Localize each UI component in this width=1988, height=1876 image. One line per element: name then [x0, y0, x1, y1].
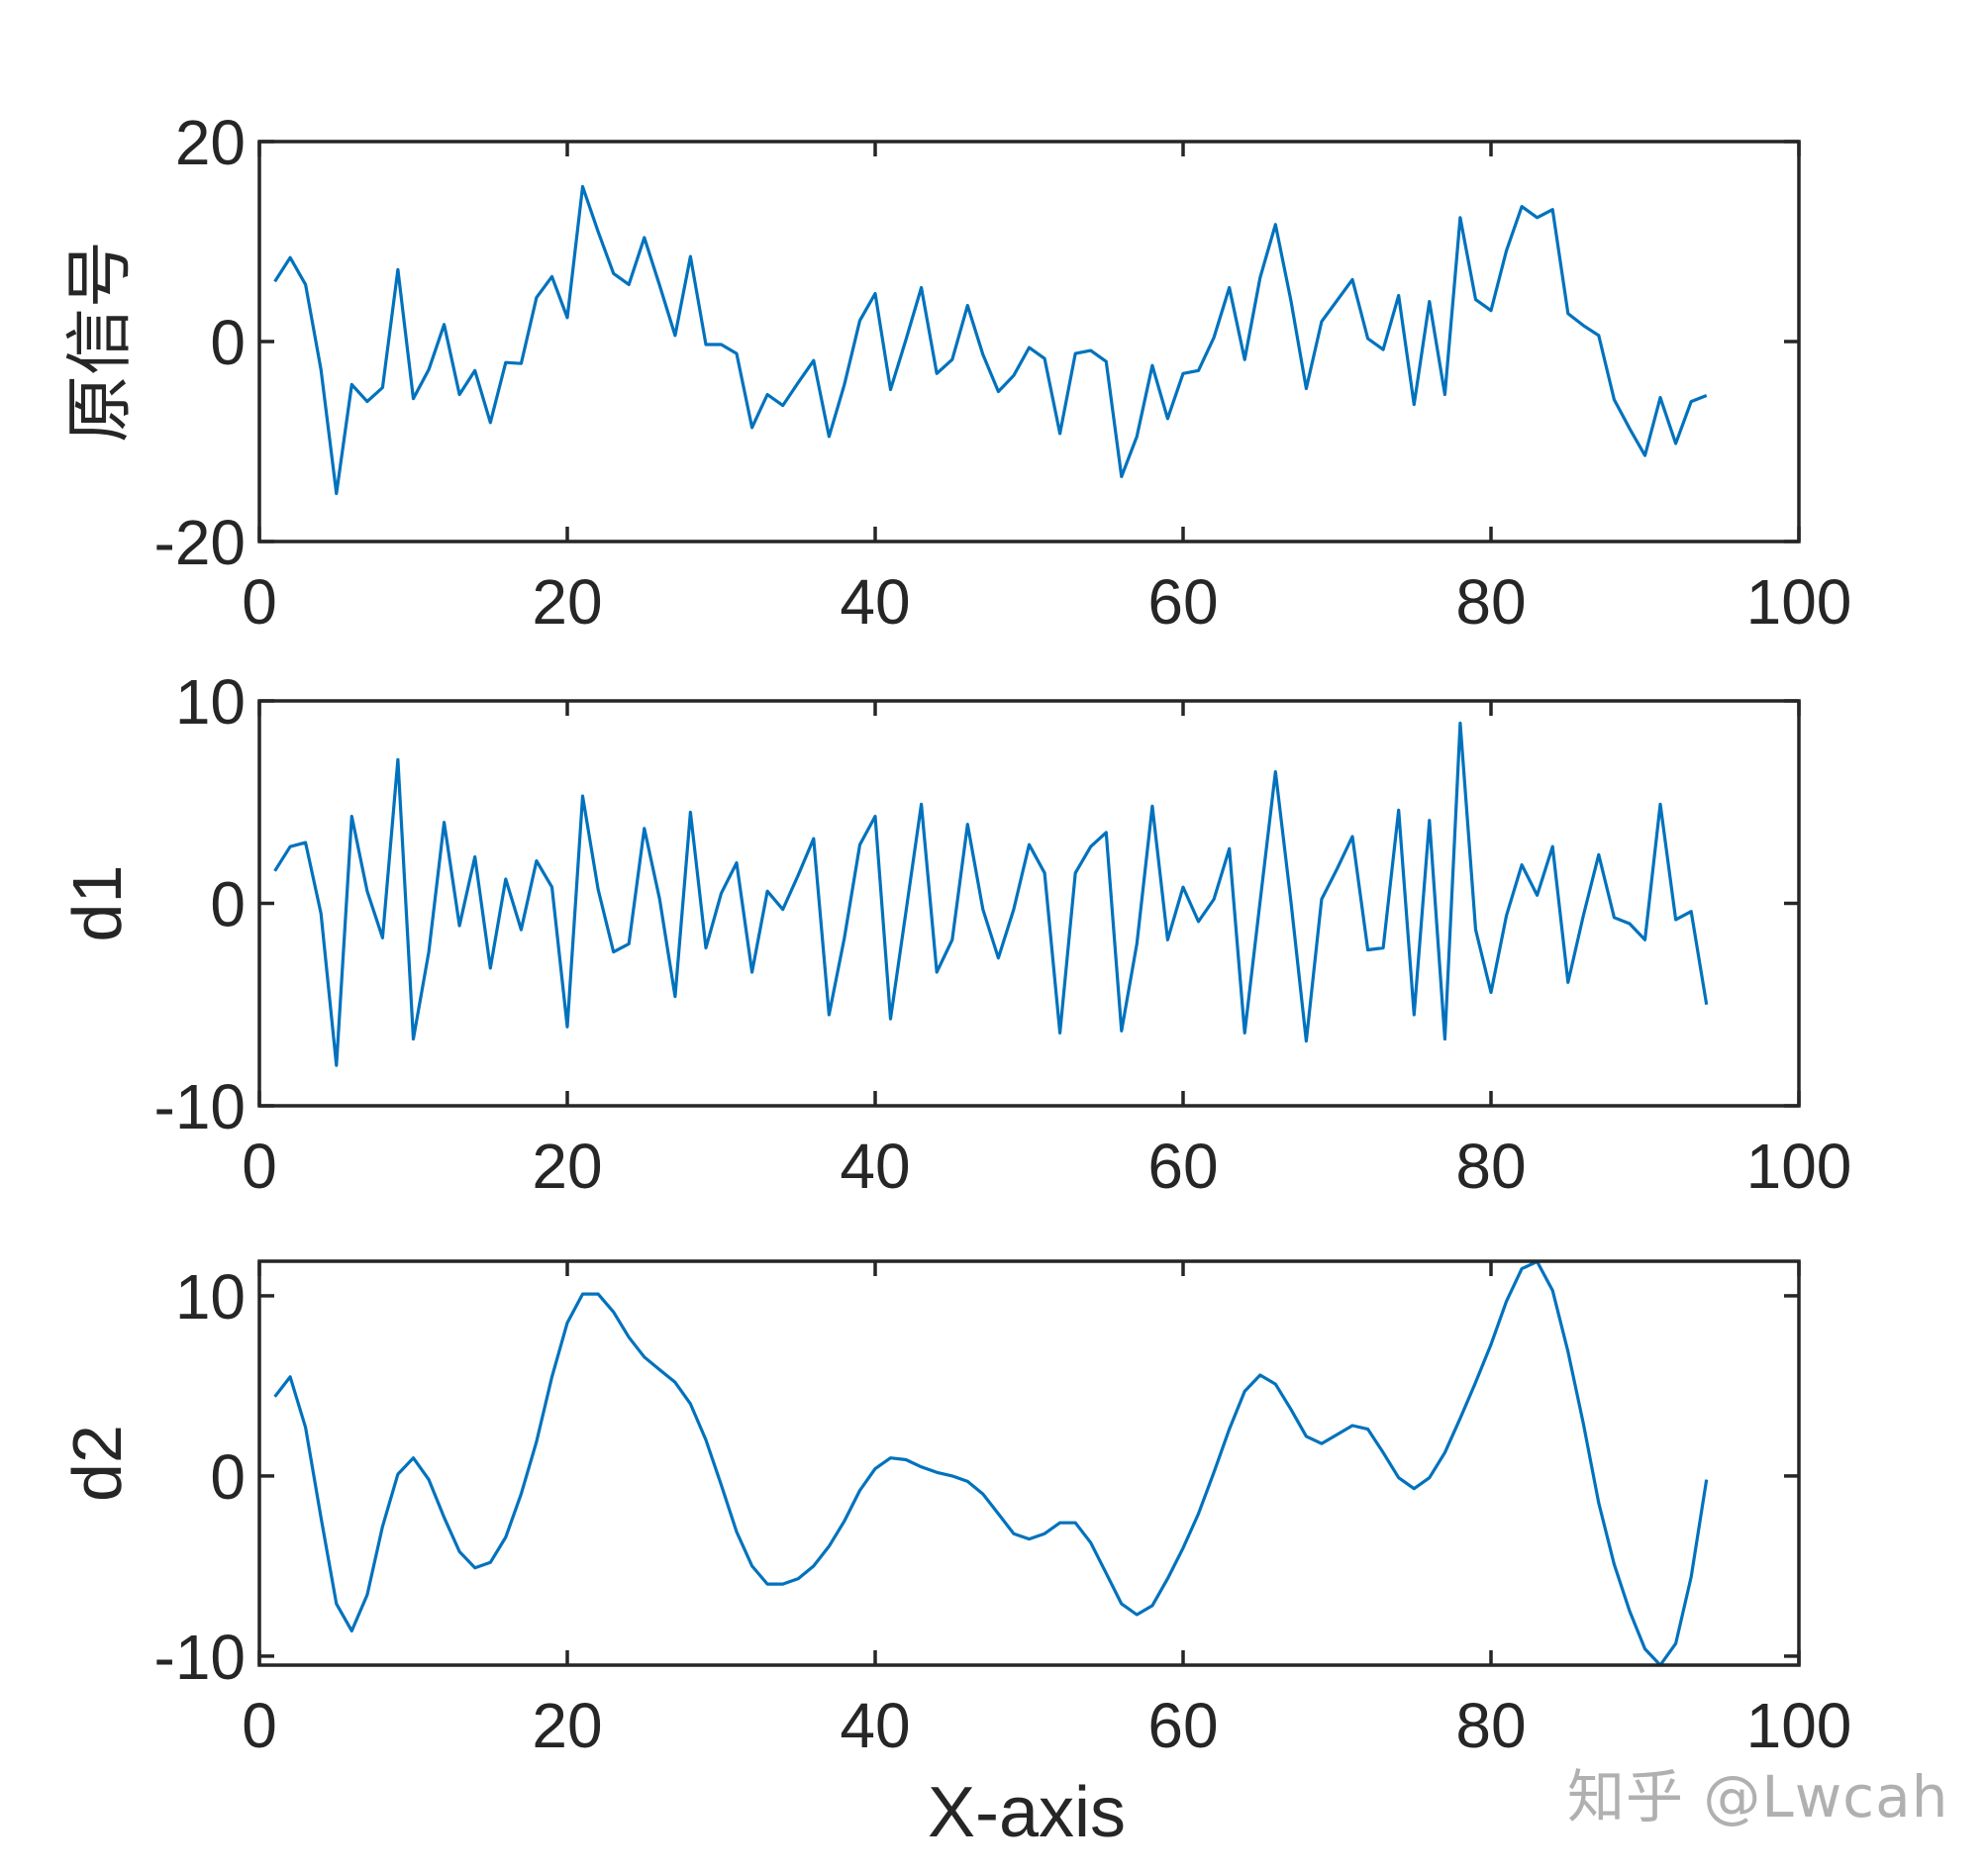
y-tick-label: -10 [154, 1071, 247, 1142]
x-tick-label: 80 [1455, 1131, 1526, 1202]
x-tick-label: 60 [1147, 566, 1218, 638]
x-tick-label: 60 [1147, 1690, 1218, 1761]
x-tick-label: 0 [242, 1690, 277, 1761]
y-tick-label: -10 [154, 1622, 247, 1693]
x-tick-label: 40 [840, 566, 910, 638]
x-tick-label: 20 [532, 1690, 602, 1761]
y-tick-label: 0 [210, 869, 246, 940]
axes-box [257, 1259, 1801, 1667]
y-axis-label: d2 [58, 1425, 136, 1502]
y-axis-label: d1 [58, 865, 136, 942]
axes-box [257, 140, 1801, 543]
x-tick-label: 40 [840, 1690, 910, 1761]
y-tick-label: -20 [154, 507, 247, 578]
x-tick-label: 20 [532, 1131, 602, 1202]
x-tick-label: 60 [1147, 1131, 1218, 1202]
x-tick-label: 100 [1746, 1690, 1852, 1761]
data-line-d2 [273, 1259, 1709, 1667]
x-tick-label: 40 [840, 1131, 910, 1202]
x-tick-label: 80 [1455, 566, 1526, 638]
x-tick-label: 100 [1746, 566, 1852, 638]
x-tick-label: 0 [242, 1131, 277, 1202]
y-tick-label: 20 [175, 107, 246, 178]
y-tick-label: 0 [210, 1441, 246, 1513]
y-tick-label: 10 [175, 666, 246, 738]
x-tick-label: 0 [242, 566, 277, 638]
y-tick-label: 10 [175, 1261, 246, 1333]
x-tick-label: 20 [532, 566, 602, 638]
watermark: 知乎 @Lwcah [1567, 1763, 1949, 1830]
y-tick-label: 0 [210, 307, 246, 378]
x-tick-label: 100 [1746, 1131, 1852, 1202]
data-line-d1 [273, 721, 1709, 1067]
axes-box [257, 699, 1801, 1108]
y-axis-label: 原信号 [61, 241, 140, 443]
x-axis-label: X-axis [928, 1773, 1126, 1852]
x-tick-label: 80 [1455, 1690, 1526, 1761]
data-line-original-signal [273, 184, 1708, 496]
